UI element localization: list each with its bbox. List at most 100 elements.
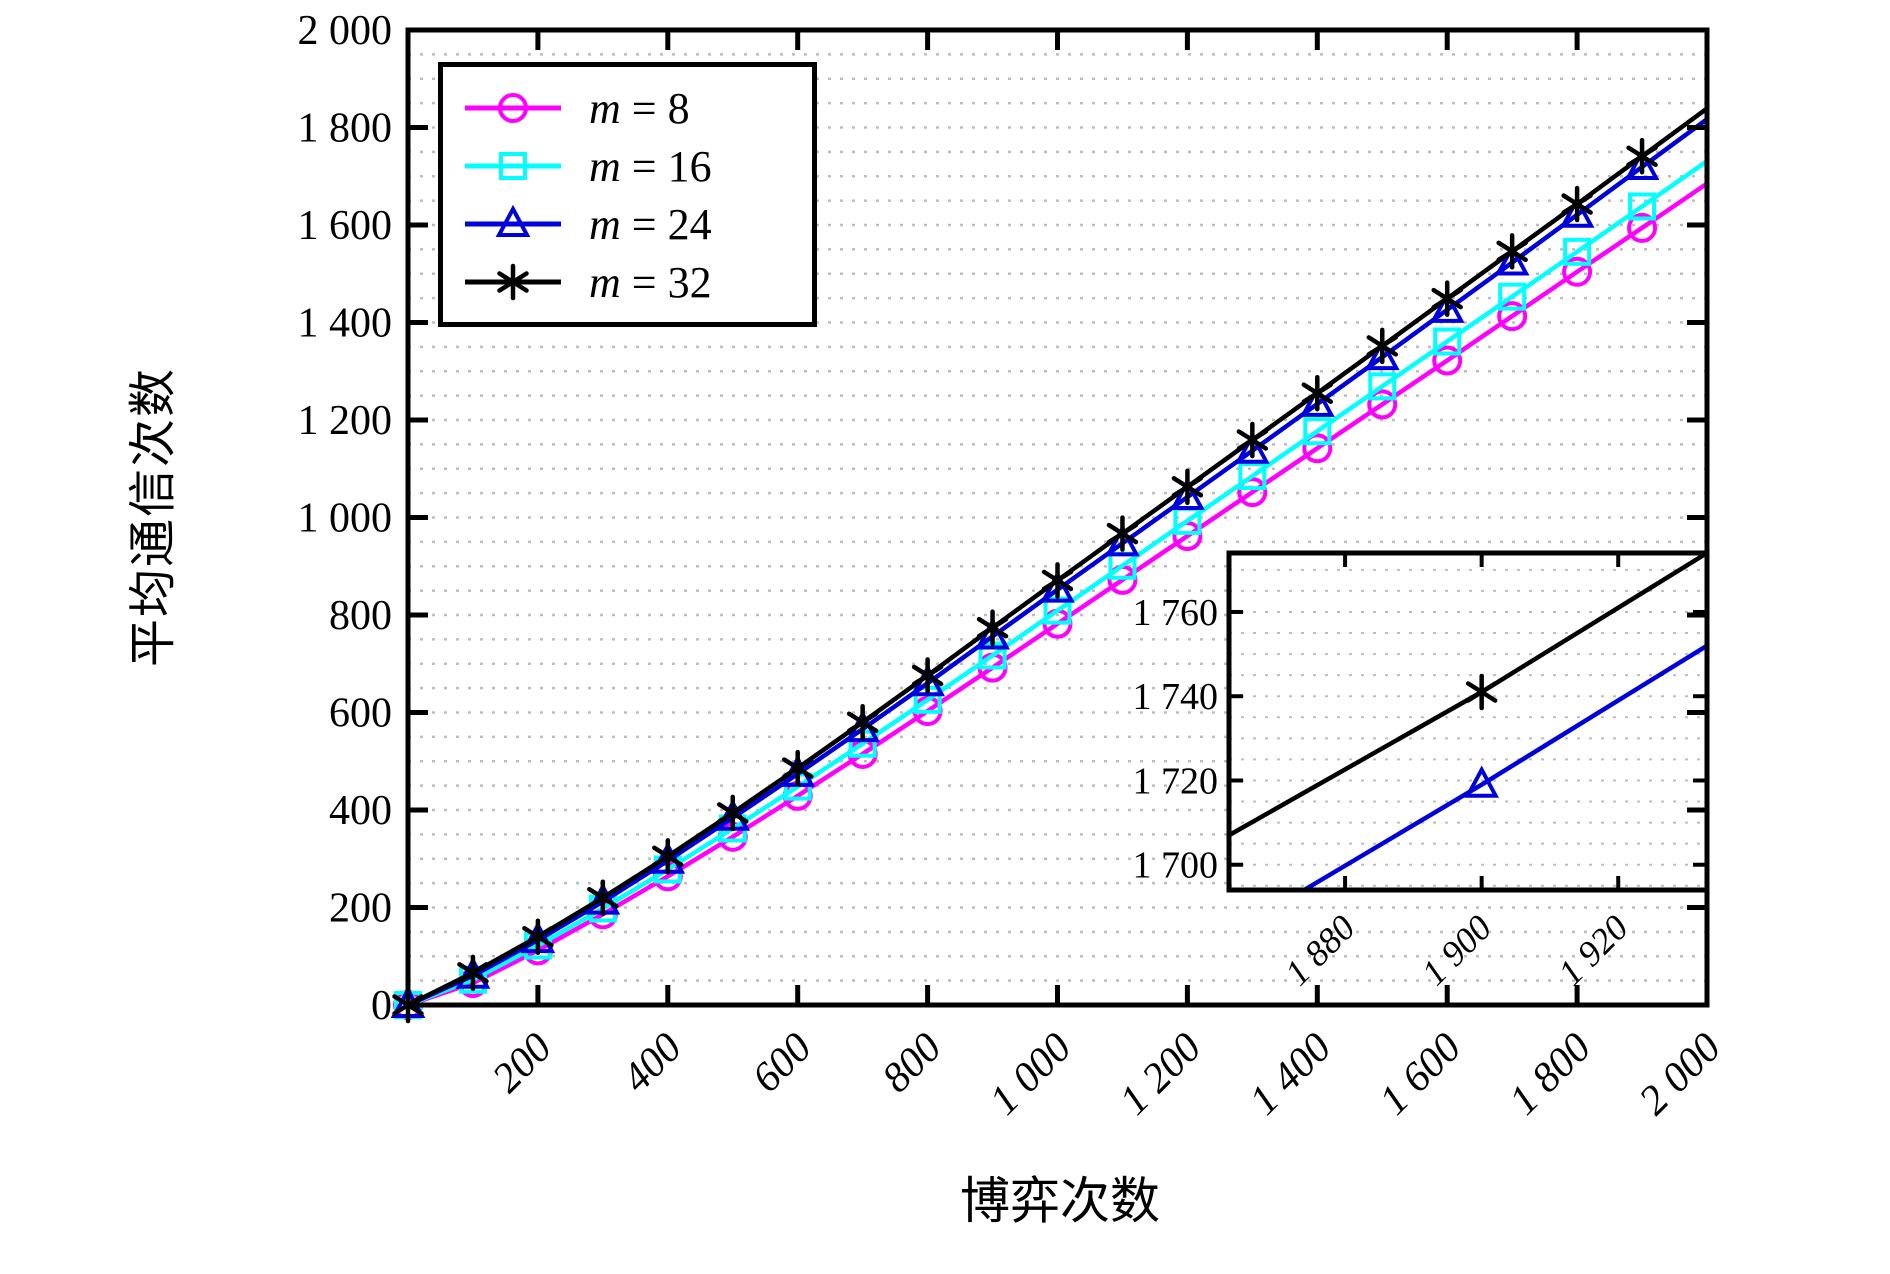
marker-square bbox=[499, 152, 527, 180]
y-tick-label: 600 bbox=[329, 691, 392, 737]
y-tick-label: 1 200 bbox=[298, 398, 393, 444]
marker-asterisk bbox=[1301, 374, 1334, 412]
marker-circle bbox=[1497, 301, 1528, 332]
y-tick-label: 1 800 bbox=[298, 106, 393, 152]
legend-item-m32: m = 32 bbox=[443, 253, 812, 311]
x-tick-label: 200 bbox=[484, 1025, 561, 1102]
legend-item-m16: m = 16 bbox=[443, 137, 812, 195]
legend-sample-m24 bbox=[465, 204, 561, 237]
y-axis-title: 平均通信次数 bbox=[127, 366, 180, 668]
marker-asterisk bbox=[1496, 233, 1528, 270]
x-tick-label: 1 000 bbox=[981, 1025, 1080, 1124]
marker-asterisk bbox=[1106, 515, 1139, 552]
marker-asterisk bbox=[717, 794, 749, 832]
marker-square bbox=[1433, 327, 1462, 356]
marker-triangle bbox=[1464, 765, 1500, 798]
marker-triangle bbox=[1624, 147, 1660, 180]
legend: m = 8 m = 16 m = 24 m = 32 bbox=[438, 62, 817, 327]
x-tick-label: 2 000 bbox=[1631, 1025, 1730, 1124]
legend-label-m32: m = 32 bbox=[589, 257, 712, 307]
marker-square bbox=[1563, 237, 1592, 266]
y-tick-label: 800 bbox=[329, 593, 392, 639]
y-tick-label: 1 600 bbox=[298, 203, 393, 249]
inset-x-tick-label: 1 920 bbox=[1550, 907, 1636, 993]
y-tick-label: 400 bbox=[329, 788, 392, 834]
legend-label-m24: m = 24 bbox=[589, 199, 712, 249]
y-tick-label: 1 400 bbox=[298, 301, 393, 347]
marker-triangle bbox=[1235, 431, 1270, 464]
y-tick-label: 0 bbox=[371, 983, 392, 1029]
legend-sample-m16 bbox=[465, 152, 561, 180]
marker-asterisk bbox=[497, 263, 529, 301]
marker-asterisk bbox=[781, 749, 814, 787]
x-axis-title: 博弈次数 bbox=[960, 1173, 1160, 1229]
marker-asterisk bbox=[1626, 138, 1658, 175]
legend-item-m24: m = 24 bbox=[443, 195, 812, 253]
inset: 1 700 1 720 1 740 1 760 1 880 1 900 1 920 bbox=[1133, 550, 1710, 993]
legend-label-m8: m = 8 bbox=[589, 83, 690, 133]
legend-sample-m32 bbox=[465, 263, 561, 301]
marker-triangle bbox=[1170, 477, 1205, 511]
inset-y-tick-label: 1 700 bbox=[1133, 845, 1219, 887]
marker-circle bbox=[1237, 477, 1268, 508]
x-tick-label: 1 200 bbox=[1111, 1025, 1210, 1124]
main-ticks bbox=[408, 27, 1710, 1008]
marker-triangle bbox=[1559, 195, 1595, 228]
x-tick-label: 1 800 bbox=[1501, 1025, 1600, 1124]
marker-circle bbox=[1562, 256, 1593, 287]
legend-label-m16: m = 16 bbox=[589, 141, 712, 191]
inset-y-tick-label: 1 760 bbox=[1133, 592, 1219, 634]
y-tick-label: 200 bbox=[329, 886, 392, 932]
x-tick-label: 600 bbox=[744, 1025, 821, 1102]
marker-square bbox=[1238, 462, 1267, 491]
inset-series-1 bbox=[1302, 643, 1709, 892]
marker-asterisk bbox=[587, 879, 619, 916]
inset-x-tick-label: 1 880 bbox=[1277, 907, 1363, 993]
x-tick-label: 400 bbox=[614, 1025, 691, 1102]
marker-circle bbox=[1367, 389, 1398, 420]
marker-asterisk bbox=[457, 954, 489, 992]
inset-panel bbox=[1229, 553, 1707, 890]
marker-triangle bbox=[1299, 384, 1335, 417]
inset-ticks bbox=[1229, 553, 1707, 890]
x-tick-label: 800 bbox=[874, 1025, 951, 1102]
marker-asterisk bbox=[522, 918, 554, 955]
y-tick-label: 1 000 bbox=[298, 496, 393, 542]
marker-square bbox=[1303, 417, 1332, 446]
inset-y-tick-label: 1 720 bbox=[1133, 760, 1219, 802]
series-line bbox=[407, 159, 1709, 1008]
marker-asterisk bbox=[652, 838, 684, 875]
marker-triangle bbox=[1494, 243, 1530, 276]
marker-square bbox=[1628, 192, 1657, 221]
marker-circle bbox=[498, 93, 528, 123]
marker-asterisk bbox=[1431, 280, 1463, 317]
marker-triangle bbox=[1364, 337, 1400, 371]
marker-triangle bbox=[495, 204, 531, 237]
inset-x-tick-label: 1 900 bbox=[1414, 907, 1500, 993]
series-3 bbox=[392, 106, 1709, 1024]
marker-asterisk bbox=[976, 609, 1009, 646]
x-tick-label: 1 600 bbox=[1371, 1025, 1470, 1124]
legend-sample-m8 bbox=[465, 93, 561, 123]
marker-circle bbox=[1432, 345, 1463, 376]
inset-series-0 bbox=[1227, 551, 1709, 838]
marker-asterisk bbox=[846, 704, 879, 741]
y-tick-label: 2 000 bbox=[298, 8, 393, 54]
marker-asterisk bbox=[911, 657, 944, 694]
marker-asterisk bbox=[1465, 673, 1498, 711]
marker-circle bbox=[1627, 212, 1658, 243]
marker-asterisk bbox=[1366, 327, 1398, 365]
marker-asterisk bbox=[1171, 468, 1204, 506]
marker-asterisk bbox=[1041, 562, 1074, 599]
marker-asterisk bbox=[1561, 185, 1593, 223]
marker-square bbox=[1368, 372, 1397, 401]
marker-triangle bbox=[1429, 290, 1465, 323]
marker-asterisk bbox=[1236, 421, 1269, 459]
x-tick-label: 1 400 bbox=[1241, 1025, 1340, 1124]
inset-series-line bbox=[1302, 643, 1709, 892]
marker-circle bbox=[1302, 433, 1333, 464]
legend-item-m8: m = 8 bbox=[443, 79, 812, 137]
marker-square bbox=[1498, 282, 1527, 311]
